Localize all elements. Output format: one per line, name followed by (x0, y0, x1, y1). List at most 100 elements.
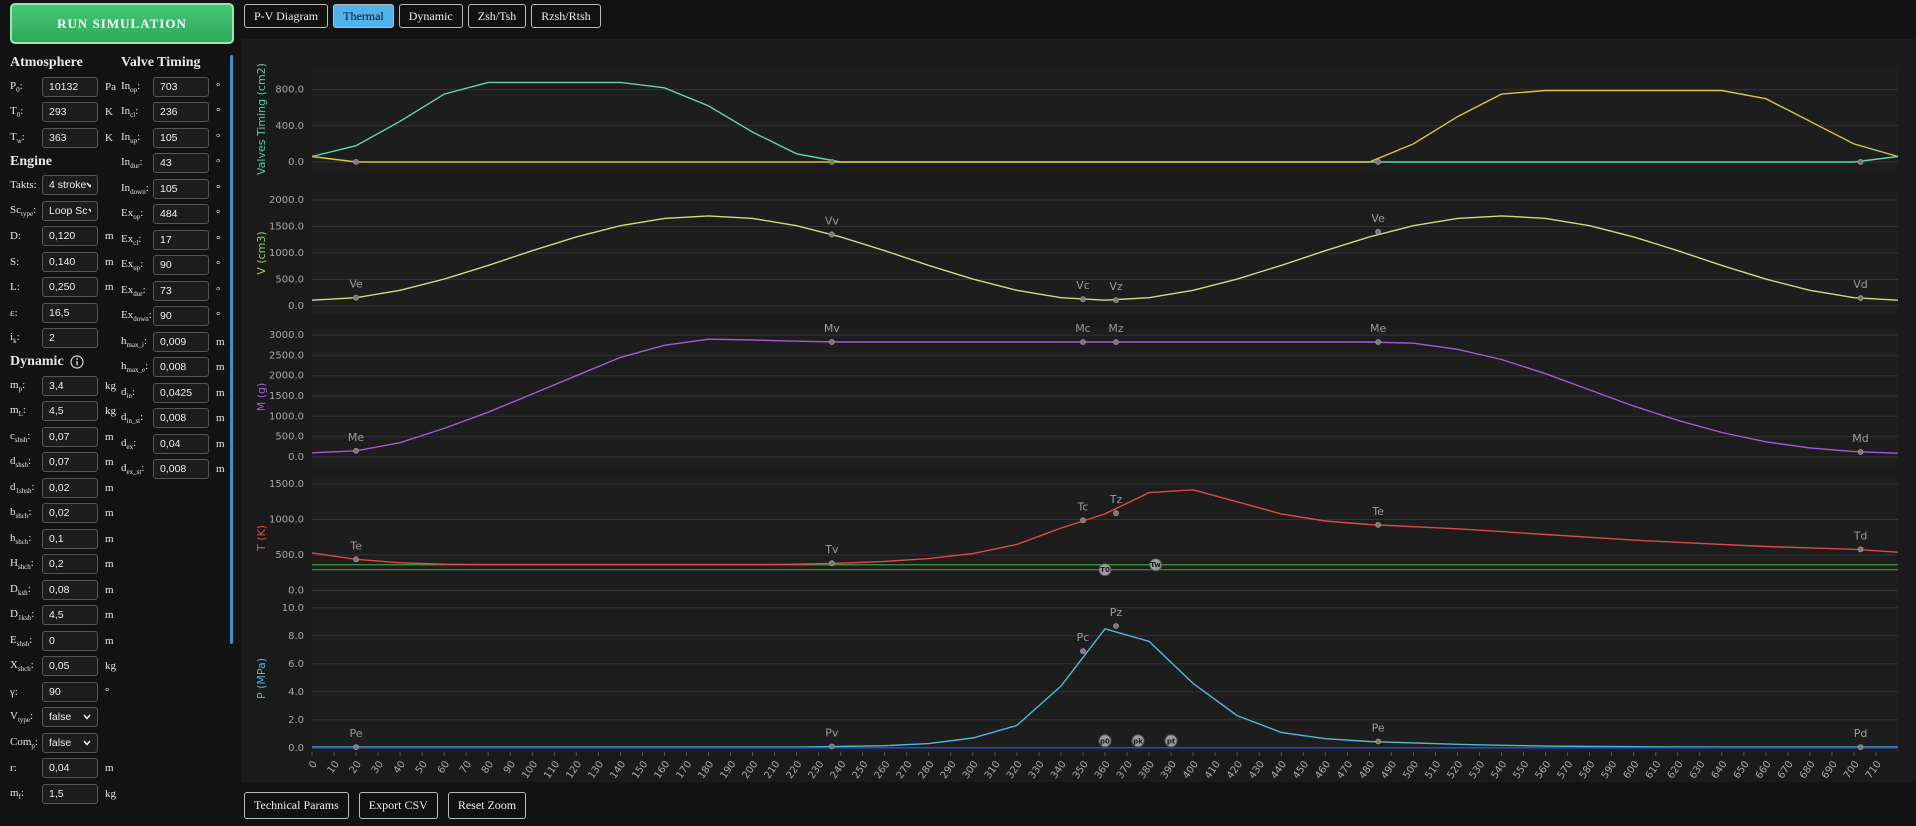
input[interactable]: 0,008 (153, 408, 209, 429)
input[interactable]: 90 (42, 681, 98, 702)
point-marker (1080, 648, 1086, 655)
y-tick-label: 3000.0 (269, 330, 304, 341)
input[interactable]: 0,009 (153, 331, 209, 352)
label-tail: : (33, 203, 37, 216)
field-label: P0: (10, 80, 42, 94)
footer-button[interactable]: Reset Zoom (447, 792, 527, 819)
label-text: In (121, 181, 131, 194)
label-tail: : (16, 331, 20, 344)
tab[interactable]: Rzsh/Rtsh (531, 4, 601, 28)
label-tail: : (141, 462, 145, 475)
point-marker (1080, 296, 1086, 303)
input[interactable]: 0,05 (42, 656, 98, 677)
label-text: ε: (10, 306, 18, 319)
input[interactable]: 0,140 (42, 251, 98, 272)
point-label: Md (1852, 432, 1868, 445)
field-label: L: (10, 281, 42, 293)
input[interactable]: 484 (153, 204, 209, 225)
label-tail: : (20, 786, 24, 799)
select[interactable]: false (42, 707, 98, 728)
select[interactable]: 4 stroke (42, 175, 98, 196)
field-value: 0,05 (49, 660, 70, 673)
input[interactable]: 43 (153, 153, 209, 174)
input[interactable]: 17 (153, 229, 209, 250)
field-row: Xshch: 0,05 kg (10, 654, 120, 680)
y-tick-label: 2000.0 (269, 195, 304, 206)
scrollbar[interactable] (230, 55, 233, 644)
input[interactable]: 4,5 (42, 401, 98, 422)
input[interactable]: 0,008 (153, 357, 209, 378)
input[interactable]: 105 (153, 127, 209, 148)
select[interactable]: false (42, 732, 98, 753)
field-row: dex_st: 0,008 m (121, 457, 231, 483)
field-value: Loop Sc (49, 204, 88, 217)
label-text: Ex (121, 309, 134, 322)
field-value: 0,04 (160, 437, 181, 450)
input[interactable]: 16,5 (42, 302, 98, 323)
tab[interactable]: P-V Diagram (244, 4, 329, 28)
section-header: Engine (10, 151, 120, 173)
input[interactable]: 4,5 (42, 605, 98, 626)
input[interactable]: 1,5 (42, 783, 98, 804)
input[interactable]: 3,4 (42, 375, 98, 396)
label-sub: ex (126, 442, 134, 451)
input[interactable]: 105 (153, 178, 209, 199)
label-tail: : (22, 404, 26, 417)
field-unit: ° (216, 182, 221, 195)
badge (1149, 558, 1163, 572)
input[interactable]: 0 (42, 630, 98, 651)
point-label: Te (1371, 505, 1384, 518)
tab[interactable]: Thermal (333, 4, 394, 28)
input[interactable]: 10132 (42, 76, 98, 97)
input[interactable]: 0,04 (42, 758, 98, 779)
input[interactable]: 0,2 (42, 554, 98, 575)
field-row: Excl: 17 ° (121, 227, 231, 253)
input[interactable]: 703 (153, 76, 209, 97)
point-marker (353, 159, 359, 165)
input[interactable]: 0,008 (153, 459, 209, 480)
field-unit: m (216, 412, 225, 425)
field-unit: kg (105, 787, 116, 800)
input[interactable]: 0,02 (42, 477, 98, 498)
field-value: false (49, 736, 72, 749)
footer-button[interactable]: Export CSV (358, 792, 438, 819)
input[interactable]: 0,0425 (153, 382, 209, 403)
input[interactable]: 0,04 (153, 433, 209, 454)
input[interactable]: 0,1 (42, 528, 98, 549)
info-icon[interactable] (70, 355, 84, 369)
input[interactable]: 363 (42, 127, 98, 148)
input[interactable]: 73 (153, 280, 209, 301)
label-tail: : (28, 531, 32, 544)
y-axis-label: V (cm3) (255, 231, 268, 274)
input[interactable]: 90 (153, 255, 209, 276)
run-button[interactable]: RUN SIMULATION (10, 3, 234, 44)
field-row: ε: 16,5 (10, 300, 120, 326)
tab[interactable]: Dynamic (398, 4, 463, 28)
field-row: cshsh: 0,07 m (10, 424, 120, 450)
input[interactable]: 0,07 (42, 426, 98, 447)
input[interactable]: 0,250 (42, 277, 98, 298)
footer-button[interactable]: Technical Params (244, 792, 349, 819)
input[interactable]: 236 (153, 102, 209, 123)
input[interactable]: 0,02 (42, 503, 98, 524)
field-row: Hshch: 0,2 m (10, 552, 120, 578)
label-tail: : (144, 334, 148, 347)
badge-label: pt (1167, 737, 1176, 745)
label-text: D (10, 608, 18, 621)
select[interactable]: Loop Sc (42, 200, 98, 221)
chevron (83, 740, 91, 746)
input[interactable]: 0,120 (42, 226, 98, 247)
tab[interactable]: Zsh/Tsh (467, 4, 527, 28)
field-value: false (49, 711, 72, 724)
y-tick-label: 4.0 (288, 687, 304, 698)
input[interactable]: 90 (153, 306, 209, 327)
input[interactable]: 2 (42, 328, 98, 349)
input[interactable]: 293 (42, 102, 98, 123)
field-label: d1shsh: (10, 481, 42, 495)
label-sub: f (18, 792, 21, 801)
input[interactable]: 0,08 (42, 579, 98, 600)
input[interactable]: 0,07 (42, 452, 98, 473)
label-sub: max_i (126, 340, 145, 349)
field-label: mL: (10, 404, 42, 418)
field-row: Dksh: 0,08 m (10, 577, 120, 603)
